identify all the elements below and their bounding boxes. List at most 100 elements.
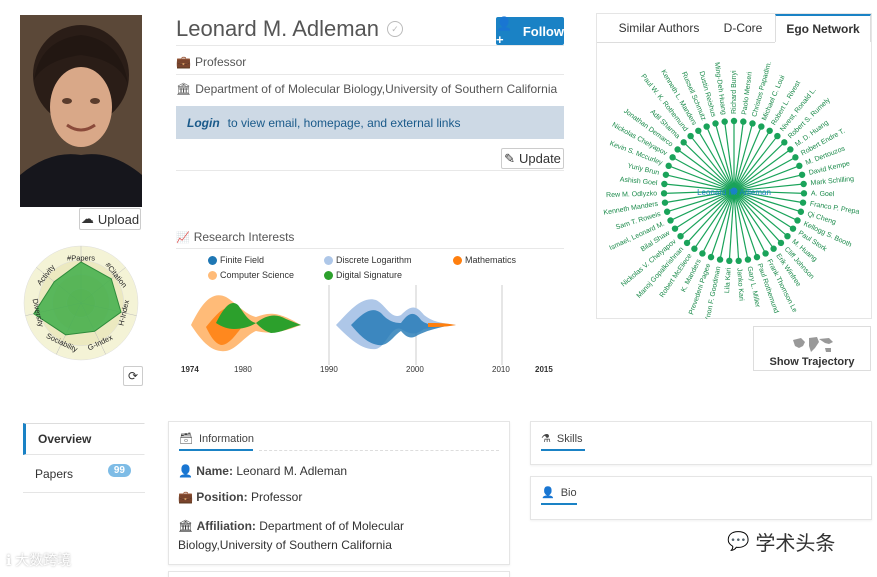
ego-node[interactable] bbox=[798, 171, 806, 178]
ego-node[interactable] bbox=[661, 180, 668, 188]
stream-mathematics bbox=[428, 323, 456, 327]
ego-center-node[interactable] bbox=[730, 187, 738, 195]
ego-node-label: A. Goel bbox=[811, 190, 835, 198]
ego-node[interactable] bbox=[749, 120, 756, 127]
legend-label: Discrete Logarithm bbox=[336, 255, 412, 265]
ego-node[interactable] bbox=[680, 139, 687, 146]
ego-edge bbox=[728, 190, 735, 261]
user-icon: 👤 bbox=[178, 464, 193, 478]
nav-overview[interactable]: Overview bbox=[23, 423, 145, 455]
ego-node[interactable] bbox=[735, 257, 742, 265]
title-underline bbox=[541, 503, 577, 505]
ego-node[interactable] bbox=[799, 199, 807, 206]
ego-node[interactable] bbox=[663, 208, 671, 215]
legend-computer-science[interactable]: Computer Science bbox=[208, 270, 294, 280]
ego-node[interactable] bbox=[777, 239, 785, 247]
ego-node[interactable] bbox=[744, 256, 752, 263]
ego-node[interactable] bbox=[667, 217, 674, 224]
login-link[interactable]: Login bbox=[187, 115, 220, 130]
legend-dot bbox=[453, 255, 462, 265]
ego-node[interactable] bbox=[662, 171, 670, 178]
field-value: Professor bbox=[250, 490, 303, 504]
ego-node[interactable] bbox=[721, 118, 728, 125]
ego-node[interactable] bbox=[712, 120, 719, 127]
ego-node[interactable] bbox=[716, 256, 724, 263]
legend-label: Digital Signature bbox=[336, 270, 403, 280]
add-user-icon: 👤+ bbox=[496, 15, 513, 47]
ego-edge bbox=[733, 190, 794, 230]
ego-edge bbox=[733, 190, 740, 261]
year-label: 1980 bbox=[234, 365, 252, 374]
ego-node[interactable] bbox=[699, 250, 706, 257]
ego-node[interactable] bbox=[774, 132, 781, 140]
ego-node[interactable] bbox=[661, 199, 669, 206]
refresh-button[interactable]: ⟳ bbox=[123, 366, 143, 386]
ego-node[interactable] bbox=[683, 239, 691, 247]
ego-node[interactable] bbox=[703, 123, 710, 130]
profile-nav: Overview Papers 99 bbox=[23, 423, 145, 493]
nav-papers[interactable]: Papers 99 bbox=[23, 455, 145, 493]
field-label: Position: bbox=[196, 490, 248, 504]
ego-edge bbox=[733, 121, 744, 192]
ego-node[interactable] bbox=[766, 127, 773, 134]
ego-node[interactable] bbox=[726, 257, 733, 265]
tab-ego-network[interactable]: Ego Network bbox=[775, 14, 871, 42]
ego-node[interactable] bbox=[781, 139, 788, 146]
ego-node[interactable] bbox=[770, 245, 777, 252]
login-bar: Login to view email, homepage, and exter… bbox=[176, 106, 564, 139]
ego-node[interactable] bbox=[669, 154, 676, 161]
upload-button[interactable]: ☁ Upload bbox=[79, 208, 141, 230]
ego-node[interactable] bbox=[758, 123, 765, 130]
legend-label: Mathematics bbox=[465, 255, 517, 265]
legend-label: Finite Field bbox=[220, 255, 265, 265]
ego-node[interactable] bbox=[800, 190, 808, 197]
ego-node-label: Mark Schilling bbox=[810, 176, 854, 187]
legend-label: Computer Science bbox=[220, 270, 295, 280]
ego-node[interactable] bbox=[792, 154, 799, 161]
ego-node[interactable] bbox=[800, 180, 807, 188]
legend-discrete-logarithm[interactable]: Discrete Logarithm bbox=[324, 255, 412, 265]
show-trajectory-button[interactable]: Show Trajectory bbox=[753, 326, 871, 371]
tab-label: D-Core bbox=[723, 21, 763, 35]
ego-node[interactable] bbox=[740, 118, 747, 125]
research-streamgraph bbox=[191, 285, 503, 365]
ego-node[interactable] bbox=[784, 232, 791, 240]
ego-node[interactable] bbox=[730, 117, 738, 125]
ego-node[interactable] bbox=[707, 253, 715, 261]
briefcase-icon: 💼 bbox=[176, 55, 191, 69]
follow-button[interactable]: 👤+ Follow bbox=[496, 15, 564, 47]
ego-node[interactable] bbox=[797, 208, 805, 215]
ego-node[interactable] bbox=[677, 232, 684, 240]
ego-node[interactable] bbox=[695, 127, 702, 134]
ego-node[interactable] bbox=[660, 190, 668, 197]
author-name-row: Leonard M. Adleman ✓ bbox=[176, 16, 404, 42]
ego-node[interactable] bbox=[674, 146, 681, 153]
divider bbox=[176, 248, 564, 249]
ego-node[interactable] bbox=[787, 146, 794, 153]
watermark-right: 💬 学术头条 bbox=[727, 527, 835, 556]
radar-axis-label: #Papers bbox=[67, 254, 95, 263]
ego-node[interactable] bbox=[789, 225, 797, 232]
ego-node[interactable] bbox=[671, 225, 679, 232]
ego-edge bbox=[733, 190, 749, 260]
ego-node[interactable] bbox=[753, 253, 761, 261]
ego-edge bbox=[664, 190, 735, 204]
ego-node[interactable] bbox=[687, 132, 694, 140]
affiliation-text: Department of of Molecular Biology,Unive… bbox=[195, 82, 558, 96]
field-value: Department of of Molecular bbox=[259, 519, 404, 533]
tab-d-core[interactable]: D-Core bbox=[711, 14, 775, 42]
papers-count-badge: 99 bbox=[107, 464, 131, 477]
update-button[interactable]: ✎ Update bbox=[501, 148, 564, 169]
watermark-text: 学术头条 bbox=[755, 533, 836, 555]
field-label: Name: bbox=[196, 464, 233, 478]
ego-node[interactable] bbox=[796, 162, 803, 170]
legend-mathematics[interactable]: Mathematics bbox=[453, 255, 516, 265]
ego-node[interactable] bbox=[665, 162, 672, 170]
ego-node[interactable] bbox=[762, 250, 769, 257]
legend-finite-field[interactable]: Finite Field bbox=[208, 255, 264, 265]
tab-similar-authors[interactable]: Similar Authors bbox=[607, 14, 711, 42]
ego-edge bbox=[719, 190, 735, 260]
ego-node[interactable] bbox=[794, 217, 801, 224]
legend-digital-signature[interactable]: Digital Signature bbox=[324, 270, 402, 280]
ego-node[interactable] bbox=[691, 245, 698, 252]
